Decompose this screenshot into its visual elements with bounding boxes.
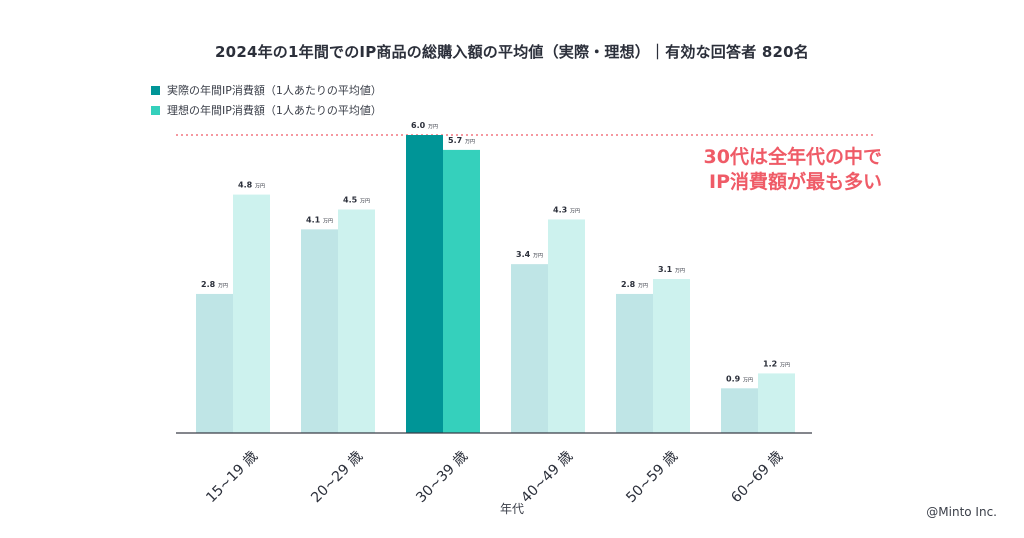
legend-swatch-actual bbox=[151, 85, 160, 95]
bar-actual-3 bbox=[511, 264, 548, 433]
x-tick-label-2: 30~39 歳 bbox=[413, 448, 471, 506]
x-tick-label-4: 50~59 歳 bbox=[623, 448, 681, 506]
bar-ideal-5 bbox=[758, 373, 795, 433]
data-label-unit: 万円 bbox=[218, 283, 228, 289]
data-label-unit: 万円 bbox=[533, 253, 543, 259]
legend: 実際の年間IP消費額（1人あたりの平均値） 理想の年間IP消費額（1人あたりの平… bbox=[151, 80, 382, 120]
data-label-actual-0: 2.8 万円 bbox=[201, 280, 228, 289]
data-label-unit: 万円 bbox=[780, 362, 790, 368]
data-label-ideal-5: 1.2 万円 bbox=[763, 359, 790, 368]
bar-ideal-1 bbox=[338, 209, 375, 433]
data-label-actual-5: 0.9 万円 bbox=[726, 374, 753, 383]
bar-ideal-2 bbox=[443, 149, 480, 433]
data-label-unit: 万円 bbox=[465, 139, 475, 145]
data-label-actual-2: 6.0 万円 bbox=[411, 121, 438, 130]
bar-ideal-3 bbox=[548, 219, 585, 433]
data-label-unit: 万円 bbox=[428, 124, 438, 130]
data-label-ideal-1: 4.5 万円 bbox=[343, 196, 370, 205]
bar-actual-0 bbox=[196, 293, 233, 433]
legend-label-actual: 実際の年間IP消費額（1人あたりの平均値） bbox=[167, 84, 382, 97]
x-tick-label-5: 60~69 歳 bbox=[728, 448, 786, 506]
x-tick-label-3: 40~49 歳 bbox=[518, 448, 576, 506]
x-tick-label-1: 20~29 歳 bbox=[308, 448, 366, 506]
data-label-unit: 万円 bbox=[743, 377, 753, 383]
bar-actual-1 bbox=[301, 229, 338, 433]
bar-actual-5 bbox=[721, 388, 758, 433]
data-label-unit: 万円 bbox=[323, 218, 333, 224]
legend-item-actual: 実際の年間IP消費額（1人あたりの平均値） bbox=[151, 80, 382, 100]
bar-ideal-4 bbox=[653, 279, 690, 433]
callout-line-2: IP消費額が最も多い bbox=[709, 171, 882, 193]
bar-actual-4 bbox=[616, 293, 653, 433]
data-label-ideal-2: 5.7 万円 bbox=[448, 136, 475, 145]
credit-text: @Minto Inc. bbox=[926, 505, 997, 519]
x-tick-label-0: 15~19 歳 bbox=[203, 448, 261, 506]
data-label-actual-4: 2.8 万円 bbox=[621, 280, 648, 289]
legend-swatch-ideal bbox=[151, 105, 160, 115]
data-label-unit: 万円 bbox=[255, 184, 265, 190]
data-label-unit: 万円 bbox=[570, 208, 580, 214]
chart-title: 2024年の1年間でのIP商品の総購入額の平均値（実際・理想）｜有効な回答者 8… bbox=[215, 43, 809, 61]
callout-annotation: 30代は全年代の中で IP消費額が最も多い bbox=[560, 145, 882, 195]
data-label-actual-1: 4.1 万円 bbox=[306, 215, 333, 224]
callout-line-1: 30代は全年代の中で bbox=[703, 146, 882, 168]
x-axis-title: 年代 bbox=[499, 502, 524, 516]
data-label-ideal-0: 4.8 万円 bbox=[238, 181, 265, 190]
legend-label-ideal: 理想の年間IP消費額（1人あたりの平均値） bbox=[167, 104, 382, 117]
legend-item-ideal: 理想の年間IP消費額（1人あたりの平均値） bbox=[151, 100, 382, 120]
data-label-ideal-4: 3.1 万円 bbox=[658, 265, 685, 274]
data-label-ideal-3: 4.3 万円 bbox=[553, 205, 580, 214]
bar-actual-2 bbox=[406, 135, 443, 433]
data-label-unit: 万円 bbox=[360, 199, 370, 205]
data-label-actual-3: 3.4 万円 bbox=[516, 250, 543, 259]
bar-ideal-0 bbox=[233, 194, 270, 433]
data-label-unit: 万円 bbox=[675, 268, 685, 274]
data-label-unit: 万円 bbox=[638, 283, 648, 289]
